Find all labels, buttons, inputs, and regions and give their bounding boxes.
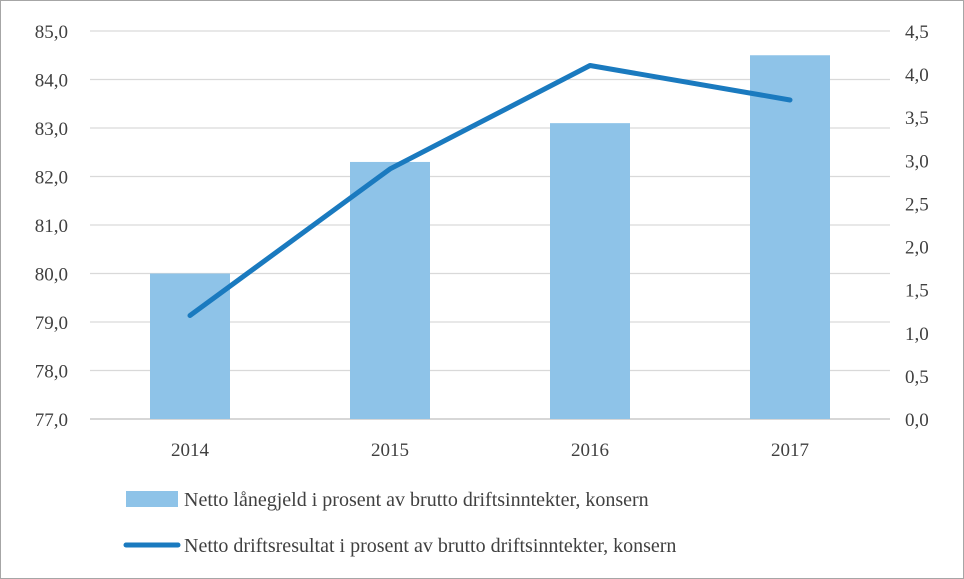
line-path bbox=[187, 62, 793, 319]
left-axis-tick-label: 79,0 bbox=[35, 313, 68, 334]
legend-label-bar: Netto lånegjeld i prosent av brutto drif… bbox=[184, 489, 649, 511]
left-axis-tick-label: 83,0 bbox=[35, 119, 68, 140]
right-axis-tick-label: 4,0 bbox=[905, 65, 929, 86]
right-axis-tick-label: 1,0 bbox=[905, 324, 929, 345]
left-axis-tick-label: 80,0 bbox=[35, 265, 68, 286]
left-axis-tick-label: 77,0 bbox=[35, 410, 68, 431]
left-axis-ticks: 77,0 78,0 79,0 80,0 81,0 82,0 83,0 84,0 85,0 bbox=[35, 22, 68, 431]
left-axis-tick-label: 84,0 bbox=[35, 71, 68, 92]
right-axis-tick-label: 1,5 bbox=[905, 281, 929, 302]
bar-2017 bbox=[750, 55, 830, 419]
x-axis-tick-label: 2015 bbox=[371, 440, 409, 461]
x-axis-tick-label: 2014 bbox=[171, 440, 210, 461]
right-axis-tick-label: 4,5 bbox=[905, 22, 929, 43]
right-axis-tick-label: 0,5 bbox=[905, 367, 929, 388]
right-axis-tick-label: 0,0 bbox=[905, 410, 929, 431]
legend-label-line: Netto driftsresultat i prosent av brutto… bbox=[184, 535, 676, 557]
right-axis-tick-label: 2,5 bbox=[905, 194, 929, 215]
bar-2016 bbox=[550, 123, 630, 420]
line-series bbox=[187, 62, 793, 319]
legend: Netto lånegjeld i prosent av brutto drif… bbox=[123, 489, 676, 557]
bar-2015 bbox=[350, 161, 430, 419]
right-axis-tick-label: 2,0 bbox=[905, 238, 929, 259]
bar-series bbox=[150, 55, 830, 420]
left-axis-tick-label: 81,0 bbox=[35, 216, 68, 237]
x-axis-tick-label: 2017 bbox=[771, 440, 809, 461]
left-axis-tick-label: 78,0 bbox=[35, 362, 68, 383]
right-axis-tick-label: 3,0 bbox=[905, 151, 929, 172]
x-axis-ticks: 2014 2015 2016 2017 bbox=[171, 440, 809, 461]
right-axis-tick-label: 3,5 bbox=[905, 108, 929, 129]
x-axis-tick-label: 2016 bbox=[571, 440, 609, 461]
left-axis-tick-label: 82,0 bbox=[35, 168, 68, 189]
left-axis-tick-label: 85,0 bbox=[35, 22, 68, 43]
right-axis-ticks: 0,0 0,5 1,0 1,5 2,0 2,5 3,0 3,5 4,0 4,5 bbox=[905, 22, 929, 431]
legend-swatch-bar bbox=[126, 491, 178, 507]
